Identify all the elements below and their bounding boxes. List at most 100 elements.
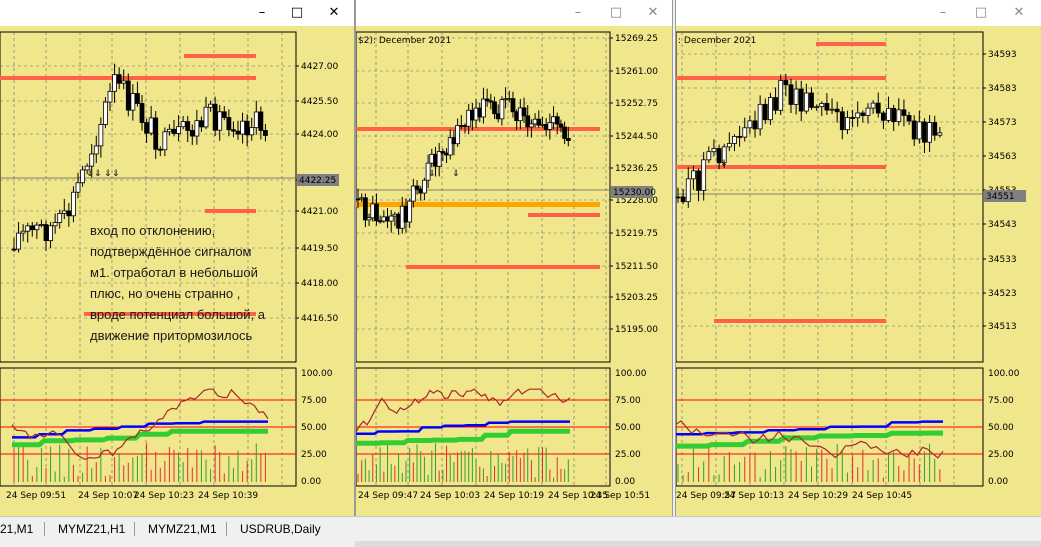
candle-body bbox=[52, 222, 58, 227]
horizontal-scrollbar[interactable] bbox=[355, 541, 1041, 547]
candle-body bbox=[896, 109, 902, 123]
tab-chart-2[interactable]: MYMZ21,H1 bbox=[58, 522, 126, 536]
candle-body bbox=[742, 127, 748, 138]
price-level-line bbox=[714, 319, 886, 323]
tab-separator bbox=[226, 522, 227, 536]
minimize-icon[interactable]: – bbox=[574, 5, 582, 20]
candle-body bbox=[845, 117, 850, 131]
candle-body bbox=[157, 148, 163, 151]
tab-separator bbox=[134, 522, 135, 536]
time-tick-label: 24 Sep 10:13 bbox=[724, 491, 784, 501]
indicator-green-line bbox=[356, 428, 570, 446]
window-titlebar[interactable]: – □ ✕ bbox=[676, 0, 1041, 26]
candle-body bbox=[886, 107, 891, 121]
maximize-icon[interactable]: □ bbox=[974, 5, 988, 20]
price-level-line bbox=[205, 209, 256, 213]
indicator-green-line bbox=[12, 428, 268, 448]
candle-body bbox=[436, 151, 442, 167]
candle-body bbox=[860, 112, 866, 116]
tab-chart-3[interactable]: MYMZ21,M1 bbox=[148, 522, 217, 536]
price-chart[interactable]: 15269.25 15261.00 15252.75 15244.50 15236.25… bbox=[356, 26, 672, 516]
candle-body bbox=[696, 170, 701, 191]
candle-body bbox=[691, 170, 696, 180]
tab-chart-1[interactable]: 21,M1 bbox=[0, 522, 34, 536]
tab-chart-4[interactable]: USDRUB,Daily bbox=[240, 522, 321, 536]
minimize-icon[interactable]: – bbox=[939, 5, 947, 20]
indicator-tick-label: 75.00 bbox=[988, 396, 1014, 406]
candle-body bbox=[814, 106, 820, 109]
candle-body bbox=[676, 196, 681, 199]
candle-body bbox=[901, 109, 907, 116]
current-price-label: 34551 bbox=[986, 192, 1015, 202]
chart-area[interactable]: 3459334583345733456334553345433453334523… bbox=[676, 26, 1041, 516]
time-tick-label: 24 Sep 10:29 bbox=[788, 491, 848, 501]
price-level-line bbox=[816, 42, 886, 46]
price-tick-label: 34573 bbox=[988, 118, 1017, 128]
candle-body bbox=[737, 135, 743, 138]
candle-body bbox=[685, 178, 691, 203]
candle-body bbox=[43, 224, 49, 242]
price-tick-label: 34513 bbox=[988, 322, 1017, 332]
chart-window-3[interactable]: – □ ✕ 3459334583345733456334553345433453… bbox=[675, 0, 1041, 516]
candle-body bbox=[834, 108, 840, 113]
candle-body bbox=[57, 213, 63, 223]
candle-body bbox=[388, 215, 394, 222]
candle-body bbox=[212, 103, 218, 131]
price-chart[interactable]: 3459334583345733456334553345433453334523… bbox=[676, 26, 1041, 516]
candle-body bbox=[208, 103, 213, 108]
time-tick-label: 24 Sep 10:51 bbox=[590, 491, 650, 501]
window-titlebar[interactable]: – □ ✕ bbox=[356, 0, 672, 26]
candle-body bbox=[249, 127, 255, 136]
chart-window-2[interactable]: – □ ✕ 15269.25 15261.00 15252.75 15244.50 15… bbox=[355, 0, 673, 516]
indicator-tick-label: 50.00 bbox=[988, 423, 1014, 433]
candle-body bbox=[98, 124, 104, 147]
candle-body bbox=[148, 117, 154, 134]
close-icon[interactable]: ✕ bbox=[647, 5, 659, 20]
price-tick-label: 15252.75 bbox=[615, 99, 658, 109]
candle-body bbox=[440, 151, 446, 154]
candle-body bbox=[906, 115, 912, 122]
time-tick-label: 24 Sep 10:03 bbox=[420, 491, 480, 501]
price-tick-label: 34593 bbox=[988, 50, 1017, 60]
candle-body bbox=[180, 121, 186, 128]
window-titlebar[interactable]: – □ ✕ bbox=[0, 0, 354, 26]
candle-body bbox=[547, 122, 553, 130]
close-icon[interactable]: ✕ bbox=[1013, 5, 1025, 20]
chart-area[interactable]: 15269.25 15261.00 15252.75 15244.50 15236.25… bbox=[356, 26, 672, 516]
indicator-red-line bbox=[356, 388, 571, 433]
price-chart[interactable]: 4427.00 4425.50 4424.00 4422.25 4421.00 4419.… bbox=[0, 26, 354, 516]
candle-body bbox=[726, 143, 732, 148]
chart-window-1[interactable]: – □ ✕ 4427.00 4425.50 4424.00 4422.25 4421.0… bbox=[0, 0, 355, 516]
candle-body bbox=[793, 88, 799, 105]
candle-body bbox=[711, 148, 717, 153]
maximize-icon[interactable]: □ bbox=[609, 5, 623, 20]
candle-body bbox=[778, 80, 784, 111]
price-tick-label: 15228.00 bbox=[615, 196, 658, 206]
candle-body bbox=[706, 151, 712, 161]
candle-body bbox=[185, 121, 191, 131]
signal-arrow-icon: ⇓ bbox=[428, 169, 436, 179]
maximize-icon[interactable]: □ bbox=[290, 5, 304, 20]
candle-body bbox=[66, 210, 72, 217]
candle-body bbox=[167, 128, 172, 133]
candle-body bbox=[875, 102, 881, 114]
candle-body bbox=[536, 118, 542, 126]
chart-area[interactable]: 4427.00 4425.50 4424.00 4422.25 4421.00 4419.… bbox=[0, 26, 354, 516]
candle-body bbox=[235, 130, 241, 135]
price-tick-label: 15269.25 bbox=[615, 34, 658, 44]
candle-body bbox=[788, 84, 794, 105]
candle-body bbox=[768, 97, 773, 121]
indicator-tick-label: 0.00 bbox=[615, 477, 635, 487]
candle-body bbox=[870, 102, 876, 109]
price-tick-label: 4418.00 bbox=[301, 279, 338, 289]
candle-body bbox=[911, 120, 917, 140]
candle-body bbox=[176, 126, 181, 134]
candle-body bbox=[240, 120, 245, 135]
signal-arrow-icon: ⇓ bbox=[104, 169, 112, 179]
close-icon[interactable]: ✕ bbox=[328, 5, 340, 20]
minimize-icon[interactable]: – bbox=[258, 5, 266, 20]
candle-body bbox=[809, 92, 814, 108]
candle-body bbox=[562, 126, 568, 139]
candle-body bbox=[407, 200, 413, 223]
price-tick-label: 4424.00 bbox=[301, 130, 338, 140]
